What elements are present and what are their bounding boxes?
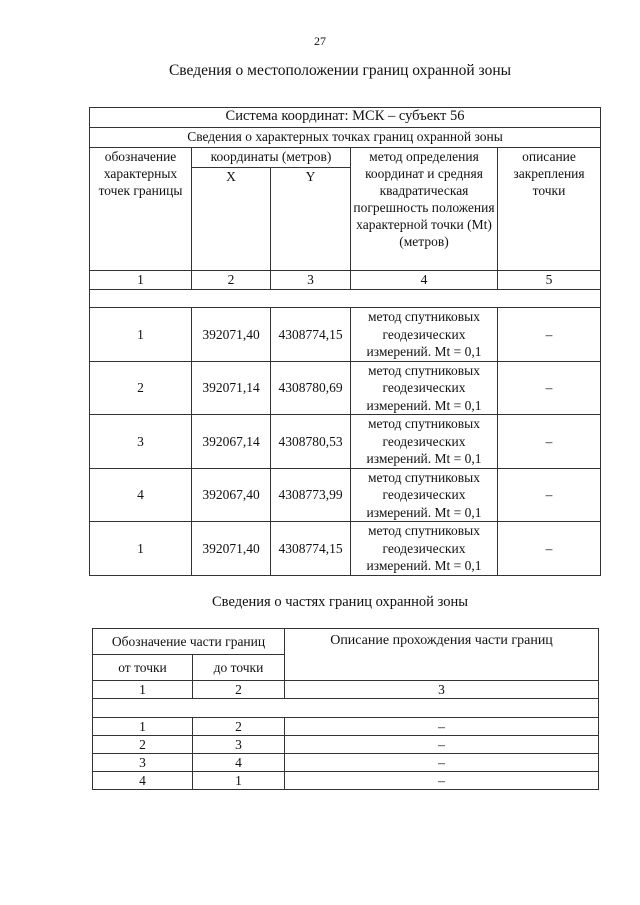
page-number: 27	[314, 34, 326, 48]
method: метод спутниковых геодезических измерени…	[350, 521, 498, 576]
point-row: 1 392071,40 4308774,15 метод спутниковых ге…	[89, 521, 601, 576]
method: метод спутниковых геодезических измерени…	[350, 414, 498, 469]
to-point: 1	[191, 771, 286, 790]
header-part-description: Описание прохождения части границ	[284, 628, 600, 681]
coord-x: 392071,14	[191, 360, 271, 415]
method: метод спутниковых геодезических измерени…	[350, 307, 498, 362]
coord-y: 4308774,15	[270, 307, 351, 362]
empty-row	[91, 698, 600, 718]
method: метод спутниковых геодезических измерени…	[350, 360, 498, 415]
point-number: 3	[89, 414, 192, 469]
parts-table: Обозначение части границ Описание прохож…	[91, 628, 600, 790]
header-from: от точки	[92, 654, 193, 681]
header-x: X	[191, 167, 271, 271]
part-description: –	[284, 753, 600, 772]
coord-x: 392067,40	[191, 467, 271, 522]
point-row: 1 392071,40 4308774,15 метод спутниковых ге…	[89, 307, 601, 362]
col-number: 2	[191, 680, 286, 699]
header-y: Y	[270, 167, 351, 271]
col-number: 1	[89, 270, 192, 290]
coord-y: 4308780,69	[270, 360, 351, 415]
empty-row	[89, 289, 601, 308]
point-description: –	[497, 360, 601, 415]
header-method: метод определения координат и средняя кв…	[350, 147, 498, 271]
from-point: 2	[92, 735, 193, 754]
coord-x: 392071,40	[191, 307, 271, 362]
header-designation: обозначение характерных точек границы	[89, 147, 192, 271]
point-number: 1	[89, 521, 192, 576]
point-description: –	[497, 307, 601, 362]
part-description: –	[284, 717, 600, 736]
title-boundary-parts: Сведения о частях границ охранной зоны	[212, 594, 468, 610]
coord-y: 4308773,99	[270, 467, 351, 522]
point-description: –	[497, 521, 601, 576]
part-row: 2 3–	[92, 735, 600, 754]
to-point: 4	[191, 753, 286, 772]
coord-x: 392071,40	[191, 521, 271, 576]
header-coords: координаты (метров)	[191, 147, 351, 168]
from-point: 1	[92, 717, 193, 736]
point-description: –	[497, 467, 601, 522]
point-number: 4	[89, 467, 192, 522]
point-description: –	[497, 414, 601, 469]
from-point: 3	[92, 753, 193, 772]
point-row: 4 392067,40 4308773,99 метод спутниковых ге…	[89, 467, 601, 522]
coord-y: 4308774,15	[270, 521, 351, 576]
col-number: 3	[270, 270, 351, 290]
section-title: Сведения о характерных точках границ охр…	[89, 127, 601, 148]
col-number: 2	[191, 270, 271, 290]
title-boundary-location: Сведения о местоположении границ охранно…	[168, 62, 512, 79]
header-description: описание закрепления точки	[497, 147, 601, 271]
col-number: 1	[92, 680, 193, 699]
part-description: –	[284, 771, 600, 790]
col-number: 5	[497, 270, 601, 290]
coordinate-system: Система координат: МСК – субъект 56	[89, 107, 601, 128]
to-point: 3	[191, 735, 286, 754]
to-point: 2	[191, 717, 286, 736]
part-row: 4 1–	[92, 771, 600, 790]
header-part-designation: Обозначение части границ	[91, 628, 286, 655]
point-row: 2 392071,14 4308780,69 метод спутниковых ге…	[89, 360, 601, 415]
header-to: до точки	[191, 654, 286, 681]
points-table: Система координат: МСК – субъект 56 Свед…	[89, 107, 601, 576]
point-row: 3 392067,14 4308780,53 метод спутниковых ге…	[89, 414, 601, 469]
part-row: 3 4–	[92, 753, 600, 772]
method: метод спутниковых геодезических измерени…	[350, 467, 498, 522]
col-number: 4	[350, 270, 498, 290]
from-point: 4	[92, 771, 193, 790]
coord-y: 4308780,53	[270, 414, 351, 469]
part-description: –	[284, 735, 600, 754]
coord-x: 392067,14	[191, 414, 271, 469]
col-number: 3	[284, 680, 600, 699]
point-number: 1	[89, 307, 192, 362]
part-row: 1 2–	[92, 717, 600, 736]
point-number: 2	[89, 360, 192, 415]
